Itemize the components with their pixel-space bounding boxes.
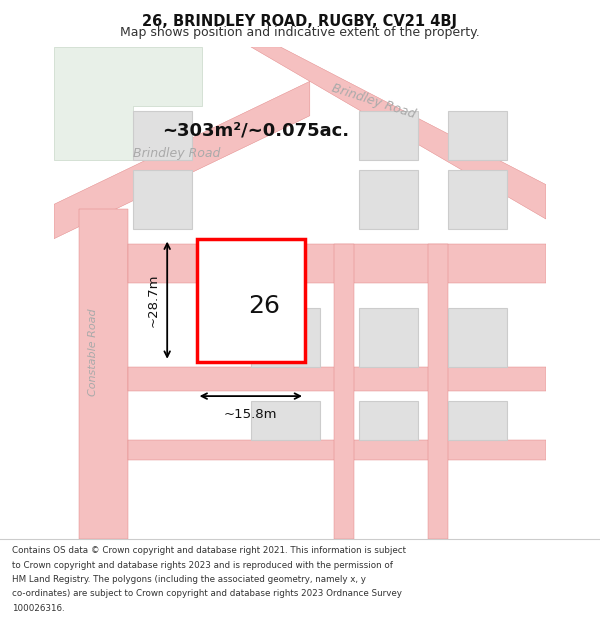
Text: 100026316.: 100026316. bbox=[12, 604, 65, 612]
Text: Brindley Road: Brindley Road bbox=[133, 147, 220, 160]
Text: Brindley Road: Brindley Road bbox=[329, 81, 416, 121]
Bar bbox=[133, 170, 192, 229]
Text: 26, BRINDLEY ROAD, RUGBY, CV21 4BJ: 26, BRINDLEY ROAD, RUGBY, CV21 4BJ bbox=[143, 14, 458, 29]
Text: 26: 26 bbox=[248, 294, 280, 318]
Bar bbox=[359, 111, 418, 160]
Bar bbox=[128, 244, 546, 283]
Bar bbox=[334, 244, 354, 539]
Bar bbox=[428, 244, 448, 539]
Bar bbox=[251, 401, 320, 441]
Bar bbox=[448, 170, 506, 229]
Text: ~15.8m: ~15.8m bbox=[224, 408, 278, 421]
Bar bbox=[128, 367, 546, 391]
Text: co-ordinates) are subject to Crown copyright and database rights 2023 Ordnance S: co-ordinates) are subject to Crown copyr… bbox=[12, 589, 402, 598]
Text: Map shows position and indicative extent of the property.: Map shows position and indicative extent… bbox=[120, 26, 480, 39]
Bar bbox=[359, 170, 418, 229]
Text: HM Land Registry. The polygons (including the associated geometry, namely x, y: HM Land Registry. The polygons (includin… bbox=[12, 575, 366, 584]
Bar bbox=[79, 209, 128, 539]
Bar bbox=[448, 111, 506, 160]
Polygon shape bbox=[251, 47, 546, 219]
Text: ~303m²/~0.075ac.: ~303m²/~0.075ac. bbox=[162, 121, 349, 139]
Text: Constable Road: Constable Road bbox=[88, 308, 98, 396]
Bar bbox=[448, 401, 506, 441]
Polygon shape bbox=[54, 81, 310, 239]
Text: Contains OS data © Crown copyright and database right 2021. This information is : Contains OS data © Crown copyright and d… bbox=[12, 546, 406, 555]
Bar bbox=[359, 401, 418, 441]
Polygon shape bbox=[54, 47, 202, 160]
Bar bbox=[448, 308, 506, 367]
Bar bbox=[128, 441, 546, 460]
Text: ~28.7m: ~28.7m bbox=[147, 274, 160, 327]
Bar bbox=[251, 308, 320, 367]
Bar bbox=[359, 308, 418, 367]
Bar bbox=[197, 239, 305, 362]
Bar bbox=[133, 111, 192, 160]
Text: to Crown copyright and database rights 2023 and is reproduced with the permissio: to Crown copyright and database rights 2… bbox=[12, 561, 393, 569]
